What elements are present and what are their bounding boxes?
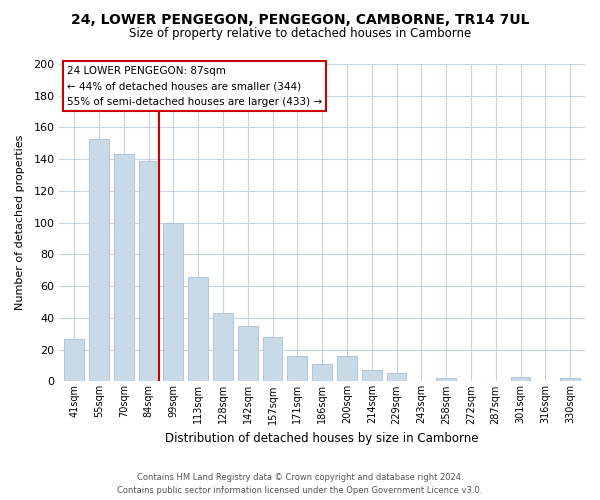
Bar [287,356,307,382]
Bar [263,337,283,382]
Bar [560,378,580,382]
X-axis label: Distribution of detached houses by size in Camborne: Distribution of detached houses by size … [166,432,479,445]
Bar [511,376,530,382]
Bar [238,326,257,382]
Bar [139,161,158,382]
Text: Size of property relative to detached houses in Camborne: Size of property relative to detached ho… [129,28,471,40]
Bar [188,276,208,382]
Text: 24, LOWER PENGEGON, PENGEGON, CAMBORNE, TR14 7UL: 24, LOWER PENGEGON, PENGEGON, CAMBORNE, … [71,12,529,26]
Bar [163,222,184,382]
Bar [213,313,233,382]
Bar [114,154,134,382]
Bar [436,378,456,382]
Bar [64,338,84,382]
Bar [362,370,382,382]
Y-axis label: Number of detached properties: Number of detached properties [15,135,25,310]
Text: 24 LOWER PENGEGON: 87sqm
← 44% of detached houses are smaller (344)
55% of semi-: 24 LOWER PENGEGON: 87sqm ← 44% of detach… [67,66,322,107]
Bar [386,374,406,382]
Bar [89,138,109,382]
Text: Contains HM Land Registry data © Crown copyright and database right 2024.
Contai: Contains HM Land Registry data © Crown c… [118,473,482,495]
Bar [312,364,332,382]
Bar [337,356,357,382]
